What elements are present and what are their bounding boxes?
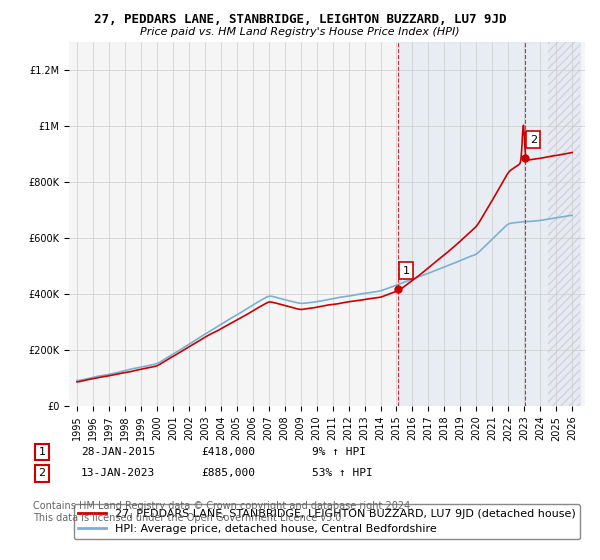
Text: 27, PEDDARS LANE, STANBRIDGE, LEIGHTON BUZZARD, LU7 9JD: 27, PEDDARS LANE, STANBRIDGE, LEIGHTON B… — [94, 13, 506, 26]
Text: 9% ↑ HPI: 9% ↑ HPI — [312, 447, 366, 457]
Text: 2: 2 — [38, 468, 46, 478]
Text: 1: 1 — [38, 447, 46, 457]
Text: Price paid vs. HM Land Registry's House Price Index (HPI): Price paid vs. HM Land Registry's House … — [140, 27, 460, 37]
Text: Contains HM Land Registry data © Crown copyright and database right 2024.
This d: Contains HM Land Registry data © Crown c… — [33, 501, 413, 523]
Text: 2: 2 — [530, 135, 537, 145]
Text: £418,000: £418,000 — [201, 447, 255, 457]
Text: £885,000: £885,000 — [201, 468, 255, 478]
Bar — [398, 42, 580, 406]
Text: 13-JAN-2023: 13-JAN-2023 — [81, 468, 155, 478]
Text: 53% ↑ HPI: 53% ↑ HPI — [312, 468, 373, 478]
Text: 1: 1 — [403, 265, 409, 276]
Text: 28-JAN-2015: 28-JAN-2015 — [81, 447, 155, 457]
Legend: 27, PEDDARS LANE, STANBRIDGE, LEIGHTON BUZZARD, LU7 9JD (detached house), HPI: A: 27, PEDDARS LANE, STANBRIDGE, LEIGHTON B… — [74, 505, 580, 539]
Bar — [548, 42, 580, 406]
